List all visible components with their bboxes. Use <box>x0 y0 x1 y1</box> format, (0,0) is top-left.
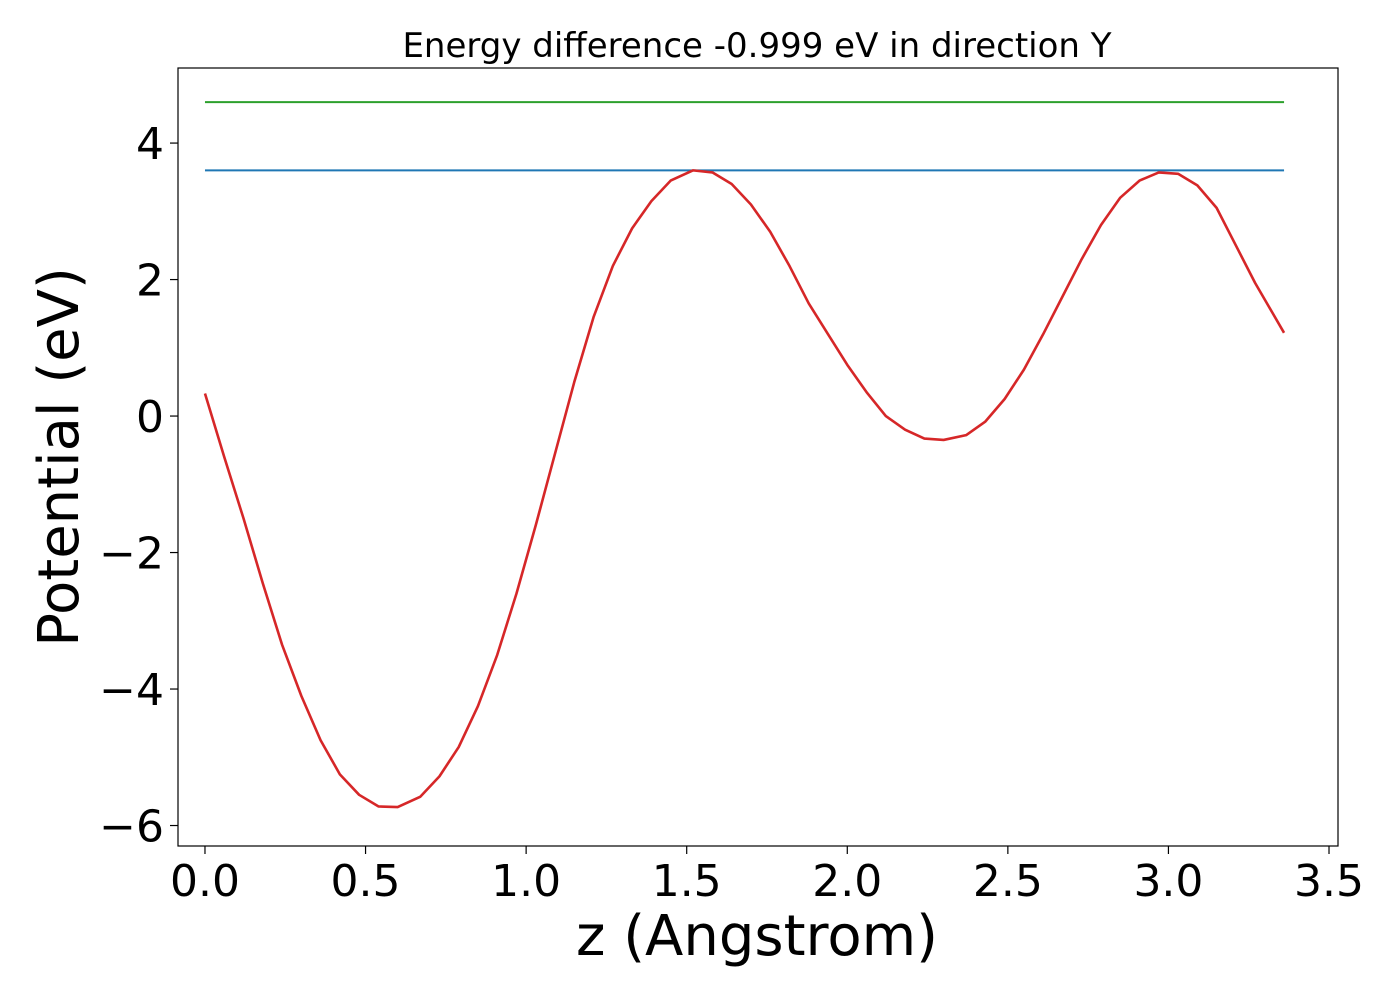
y-tick-label: 2 <box>136 256 164 307</box>
x-tick-label: 3.5 <box>1294 856 1364 907</box>
y-axis-label: Potential (eV) <box>27 267 92 647</box>
y-tick-label: −6 <box>99 802 164 853</box>
y-tick-label: −2 <box>99 529 164 580</box>
y-tick-label: 0 <box>136 392 164 443</box>
x-tick-label: 0.5 <box>331 856 401 907</box>
x-tick-label: 2.0 <box>812 856 882 907</box>
y-tick-label: −4 <box>99 665 164 716</box>
x-tick-label: 0.0 <box>170 856 240 907</box>
chart-title: Energy difference -0.999 eV in direction… <box>402 26 1111 66</box>
y-axis-ticks: −6 −4 −2 0 2 4 <box>99 119 178 853</box>
x-tick-label: 1.5 <box>652 856 722 907</box>
plot-frame <box>177 67 1339 847</box>
series-line-2 <box>203 169 1286 809</box>
x-tick-label: 1.0 <box>491 856 561 907</box>
x-tick-label: 2.5 <box>973 856 1043 907</box>
x-axis-ticks: 0.0 0.5 1.0 1.5 2.0 2.5 3.0 3.5 <box>170 846 1364 907</box>
plot-lines <box>203 101 1286 809</box>
y-tick-label: 4 <box>136 119 164 170</box>
x-tick-label: 3.0 <box>1133 856 1203 907</box>
x-axis-label: z (Angstrom) <box>576 904 938 969</box>
